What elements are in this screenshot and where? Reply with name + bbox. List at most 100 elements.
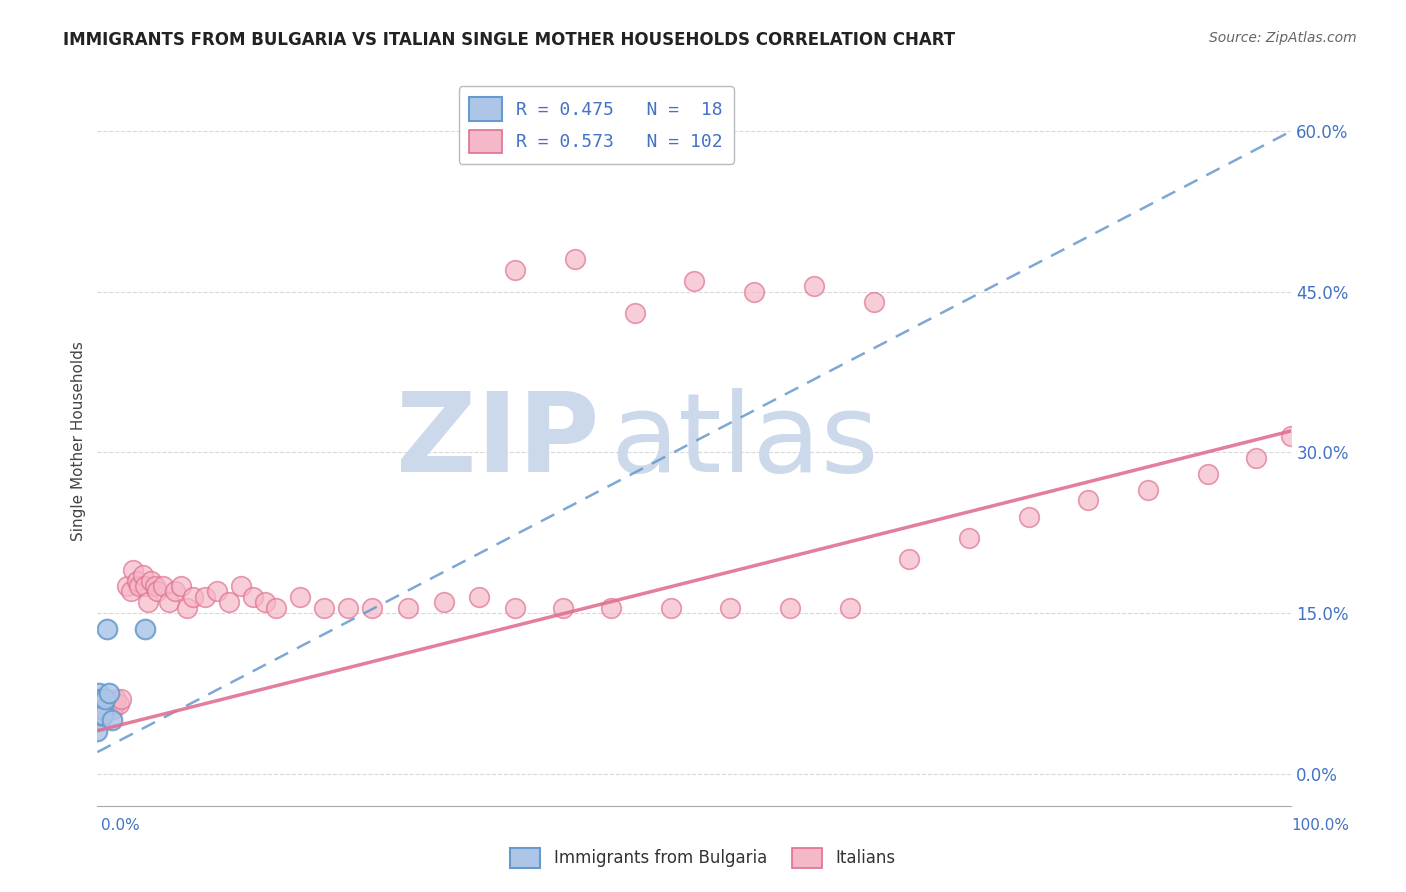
- Point: [290, 590, 312, 604]
- Point: [862, 295, 884, 310]
- Point: [176, 600, 198, 615]
- Point: [101, 702, 124, 716]
- Point: [134, 622, 156, 636]
- Point: [96, 622, 118, 636]
- Point: [86, 702, 108, 716]
- Point: [86, 702, 108, 716]
- Point: [1018, 509, 1040, 524]
- Point: [957, 531, 980, 545]
- Point: [87, 702, 110, 716]
- Point: [89, 702, 111, 716]
- Text: ZIP: ZIP: [395, 388, 599, 495]
- Point: [90, 702, 112, 716]
- Point: [90, 691, 112, 706]
- Point: [87, 686, 110, 700]
- Point: [132, 568, 155, 582]
- Text: atlas: atlas: [610, 388, 879, 495]
- Point: [86, 707, 108, 722]
- Point: [105, 691, 128, 706]
- Point: [718, 600, 741, 615]
- Point: [1281, 429, 1303, 443]
- Point: [90, 691, 112, 706]
- Point: [120, 584, 142, 599]
- Point: [86, 723, 108, 738]
- Point: [90, 707, 112, 722]
- Point: [87, 691, 110, 706]
- Point: [361, 600, 384, 615]
- Point: [94, 697, 117, 711]
- Legend: Immigrants from Bulgaria, Italians: Immigrants from Bulgaria, Italians: [503, 841, 903, 875]
- Point: [90, 702, 112, 716]
- Point: [136, 595, 159, 609]
- Point: [205, 584, 228, 599]
- Point: [266, 600, 288, 615]
- Point: [91, 702, 114, 716]
- Point: [89, 713, 111, 727]
- Point: [86, 702, 108, 716]
- Point: [89, 697, 111, 711]
- Point: [181, 590, 204, 604]
- Point: [143, 579, 166, 593]
- Point: [98, 686, 121, 700]
- Point: [229, 579, 252, 593]
- Point: [337, 600, 360, 615]
- Point: [125, 574, 148, 588]
- Point: [898, 552, 921, 566]
- Point: [93, 691, 115, 706]
- Point: [599, 600, 621, 615]
- Point: [100, 713, 122, 727]
- Point: [170, 579, 193, 593]
- Point: [87, 691, 110, 706]
- Point: [87, 707, 110, 722]
- Point: [91, 697, 114, 711]
- Point: [623, 306, 645, 320]
- Text: IMMIGRANTS FROM BULGARIA VS ITALIAN SINGLE MOTHER HOUSEHOLDS CORRELATION CHART: IMMIGRANTS FROM BULGARIA VS ITALIAN SING…: [63, 31, 956, 49]
- Point: [89, 691, 111, 706]
- Point: [89, 707, 111, 722]
- Point: [468, 590, 491, 604]
- Point: [564, 252, 586, 267]
- Point: [134, 579, 156, 593]
- Point: [838, 600, 860, 615]
- Point: [86, 697, 108, 711]
- Point: [803, 279, 825, 293]
- Point: [139, 574, 162, 588]
- Point: [87, 702, 110, 716]
- Point: [253, 595, 276, 609]
- Point: [89, 702, 111, 716]
- Point: [779, 600, 801, 615]
- Point: [86, 697, 108, 711]
- Point: [97, 702, 120, 716]
- Point: [91, 702, 114, 716]
- Point: [396, 600, 419, 615]
- Point: [91, 702, 114, 716]
- Point: [87, 707, 110, 722]
- Point: [86, 707, 108, 722]
- Point: [86, 691, 108, 706]
- Point: [91, 697, 114, 711]
- Point: [1077, 493, 1099, 508]
- Point: [93, 697, 115, 711]
- Point: [89, 702, 111, 716]
- Text: 0.0%: 0.0%: [101, 818, 141, 832]
- Point: [218, 595, 240, 609]
- Point: [742, 285, 765, 299]
- Point: [163, 584, 186, 599]
- Point: [110, 691, 132, 706]
- Legend: R = 0.475   N =  18, R = 0.573   N = 102: R = 0.475 N = 18, R = 0.573 N = 102: [458, 87, 734, 163]
- Point: [86, 702, 108, 716]
- Point: [90, 697, 112, 711]
- Point: [683, 274, 706, 288]
- Point: [86, 691, 108, 706]
- Point: [1137, 483, 1160, 497]
- Point: [91, 697, 114, 711]
- Point: [194, 590, 217, 604]
- Point: [100, 697, 122, 711]
- Text: Source: ZipAtlas.com: Source: ZipAtlas.com: [1209, 31, 1357, 45]
- Point: [115, 579, 138, 593]
- Text: 100.0%: 100.0%: [1292, 818, 1350, 832]
- Point: [242, 590, 264, 604]
- Point: [98, 697, 121, 711]
- Point: [503, 263, 526, 277]
- Point: [1197, 467, 1219, 481]
